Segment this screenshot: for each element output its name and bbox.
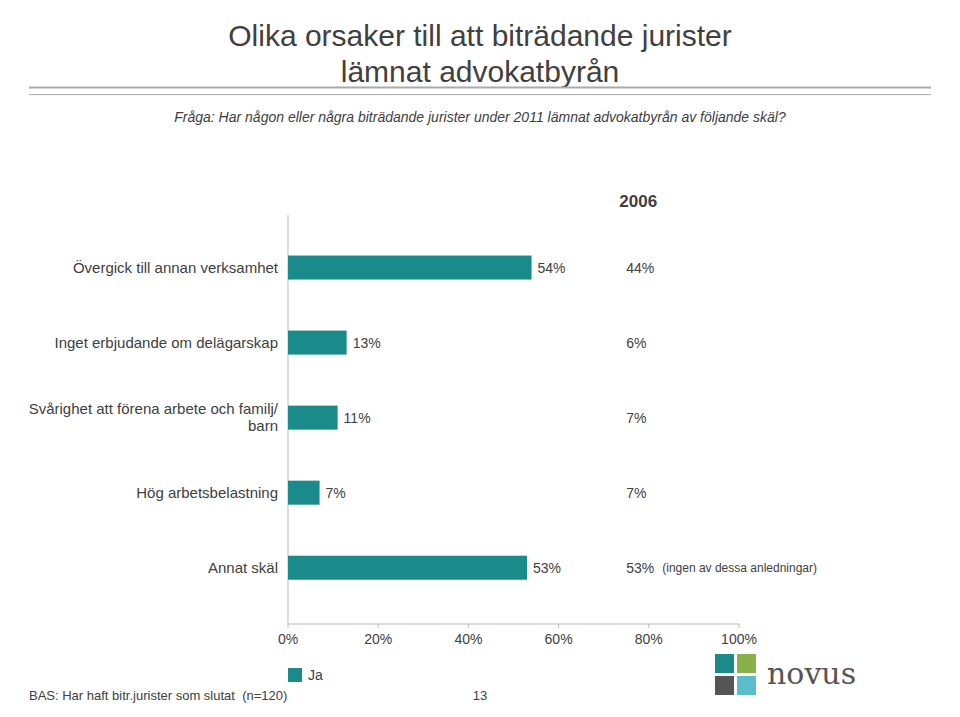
logo-square — [715, 654, 734, 673]
category-label: Annat skäl — [208, 559, 278, 576]
category-label: Svårighet att förena arbete och familj/b… — [29, 400, 279, 434]
chart: Olika orsaker till att biträdande jurist… — [0, 0, 960, 717]
x-tick-label: 60% — [545, 631, 573, 647]
x-tick — [468, 624, 469, 628]
page-number: 13 — [473, 688, 487, 703]
data-label: 11% — [344, 410, 371, 426]
bar — [288, 406, 338, 430]
comparison-label: 7% — [626, 485, 646, 501]
bar — [288, 256, 532, 280]
x-tick-label: 40% — [454, 631, 482, 647]
logo-square — [715, 676, 734, 695]
x-axis — [288, 624, 739, 625]
x-tick — [648, 624, 649, 628]
x-tick — [558, 624, 559, 628]
data-label: 54% — [538, 260, 566, 276]
x-tick — [378, 624, 379, 628]
legend: Ja — [288, 667, 323, 683]
background — [0, 0, 960, 717]
x-tick-label: 100% — [721, 631, 757, 647]
column-header: 2006 — [619, 192, 657, 211]
footer: BAS: Har haft bitr.jurister som slutat (… — [29, 688, 287, 703]
bar — [288, 481, 320, 505]
subtitle: Fråga: Har någon eller några biträdande … — [174, 109, 786, 125]
legend-label: Ja — [308, 667, 323, 683]
x-tick — [288, 624, 289, 628]
comparison-label: 44% — [626, 260, 654, 276]
logo-text: novus — [767, 656, 856, 691]
data-label: 7% — [326, 485, 346, 501]
comparison-note: (ingen av dessa anledningar) — [662, 561, 817, 575]
category-label: Hög arbetsbelastning — [136, 484, 278, 501]
title-rule — [29, 94, 931, 95]
comparison-label: 53% — [626, 560, 654, 576]
comparison-label: 7% — [626, 410, 646, 426]
x-tick-label: 20% — [364, 631, 392, 647]
logo-square — [737, 654, 756, 673]
x-tick-label: 80% — [635, 631, 663, 647]
x-tick-label: 0% — [278, 631, 298, 647]
x-tick — [739, 624, 740, 628]
logo-square — [737, 676, 756, 695]
title-rule — [29, 87, 931, 89]
data-label: 53% — [533, 560, 561, 576]
title: Olika orsaker till att biträdande jurist… — [228, 19, 732, 88]
legend-swatch — [288, 668, 302, 682]
category-label: Övergick till annan verksamhet — [73, 259, 279, 276]
bar — [288, 331, 347, 355]
category-label: Inget erbjudande om delägarskap — [55, 334, 279, 351]
bar — [288, 556, 527, 580]
bars — [288, 256, 532, 580]
data-label: 13% — [353, 335, 381, 351]
comparison-label: 6% — [626, 335, 646, 351]
